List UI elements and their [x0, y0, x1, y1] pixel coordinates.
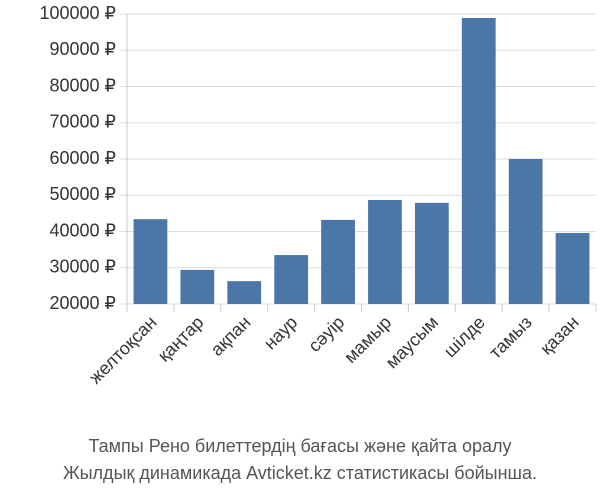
- x-tick-label: маусым: [382, 312, 442, 372]
- bar: [461, 17, 496, 305]
- x-tick-label: қазан: [536, 312, 583, 359]
- x-tick-label: наур: [260, 312, 301, 353]
- x-tick-label: сәуір: [304, 312, 348, 356]
- y-tick-label: 20000 ₽: [49, 293, 116, 313]
- x-tick-label: қаңтар: [154, 312, 208, 366]
- chart-title: Тампы Рено билеттердің бағасы және қайта…: [88, 436, 511, 456]
- chart-subtitle: Жылдық динамикада Avticket.kz статистика…: [63, 463, 537, 483]
- bar: [180, 269, 215, 304]
- y-tick-label: 50000 ₽: [49, 184, 116, 204]
- bar: [414, 202, 449, 304]
- y-tick-label: 60000 ₽: [49, 148, 116, 168]
- bar: [227, 281, 262, 304]
- x-tick-label: желтоқсан: [85, 312, 161, 388]
- x-tick-label: тамыз: [485, 312, 536, 363]
- bar: [508, 159, 543, 304]
- x-tick-label: шілде: [440, 312, 489, 361]
- bar: [274, 255, 309, 304]
- y-tick-label: 40000 ₽: [49, 220, 116, 240]
- y-tick-label: 30000 ₽: [49, 257, 116, 277]
- y-tick-label: 90000 ₽: [49, 39, 116, 59]
- bar: [321, 219, 355, 304]
- y-tick-label: 80000 ₽: [49, 75, 116, 95]
- bar: [133, 219, 168, 304]
- bar: [555, 232, 590, 304]
- y-tick-label: 100000 ₽: [39, 3, 116, 23]
- bar: [368, 199, 402, 304]
- x-tick-label: ақпан: [207, 312, 255, 360]
- y-tick-label: 70000 ₽: [49, 112, 116, 132]
